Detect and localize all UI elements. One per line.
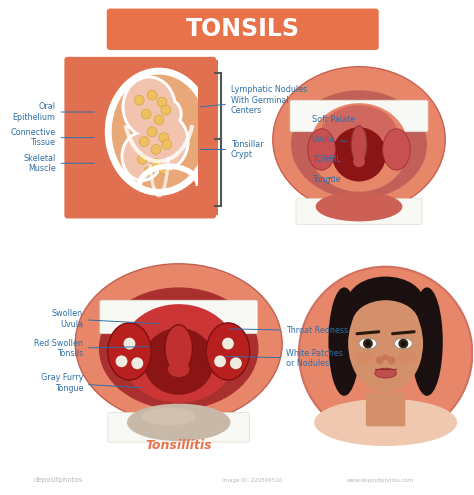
Ellipse shape bbox=[165, 325, 192, 372]
Circle shape bbox=[154, 115, 164, 125]
Circle shape bbox=[147, 91, 157, 100]
Circle shape bbox=[365, 341, 370, 346]
Ellipse shape bbox=[320, 105, 397, 164]
Circle shape bbox=[124, 338, 136, 349]
Ellipse shape bbox=[353, 155, 365, 167]
Text: Oral
Epithelium: Oral Epithelium bbox=[12, 102, 94, 122]
Circle shape bbox=[151, 145, 161, 154]
Ellipse shape bbox=[308, 129, 336, 170]
Text: White Patches
or Nodules: White Patches or Nodules bbox=[226, 348, 343, 368]
Circle shape bbox=[139, 137, 149, 147]
Ellipse shape bbox=[141, 115, 187, 168]
Circle shape bbox=[147, 127, 157, 137]
FancyBboxPatch shape bbox=[290, 100, 428, 132]
Text: Tonsillar
Crypt: Tonsillar Crypt bbox=[200, 140, 264, 159]
Text: Lymphatic Nodules
With Germinal
Centers: Lymphatic Nodules With Germinal Centers bbox=[200, 85, 307, 115]
Circle shape bbox=[162, 140, 172, 149]
Text: Throat Redness: Throat Redness bbox=[230, 326, 348, 335]
Ellipse shape bbox=[99, 288, 258, 409]
Text: Uvula: Uvula bbox=[312, 135, 346, 144]
FancyBboxPatch shape bbox=[366, 393, 405, 426]
FancyBboxPatch shape bbox=[100, 300, 257, 334]
Ellipse shape bbox=[125, 79, 174, 136]
Ellipse shape bbox=[143, 328, 214, 395]
Circle shape bbox=[299, 267, 472, 440]
Circle shape bbox=[161, 105, 171, 115]
Ellipse shape bbox=[206, 323, 250, 380]
Text: Skeletal
Muscle: Skeletal Muscle bbox=[23, 153, 94, 173]
Circle shape bbox=[134, 95, 144, 105]
Ellipse shape bbox=[168, 361, 190, 377]
Circle shape bbox=[401, 341, 406, 346]
Ellipse shape bbox=[273, 67, 445, 212]
Ellipse shape bbox=[394, 338, 412, 349]
Ellipse shape bbox=[314, 399, 457, 446]
Ellipse shape bbox=[310, 103, 408, 192]
Circle shape bbox=[388, 356, 395, 364]
Text: Tongue: Tongue bbox=[312, 175, 340, 184]
Circle shape bbox=[214, 355, 226, 367]
Ellipse shape bbox=[108, 323, 151, 380]
Ellipse shape bbox=[351, 126, 367, 163]
Circle shape bbox=[116, 355, 128, 367]
Ellipse shape bbox=[158, 101, 180, 127]
Text: Red Swollen
Tonsils: Red Swollen Tonsils bbox=[34, 339, 149, 358]
Circle shape bbox=[141, 109, 151, 119]
Ellipse shape bbox=[375, 368, 396, 378]
Ellipse shape bbox=[75, 264, 282, 423]
Ellipse shape bbox=[316, 192, 402, 221]
Circle shape bbox=[222, 338, 234, 349]
Ellipse shape bbox=[127, 404, 230, 441]
Ellipse shape bbox=[348, 295, 423, 393]
Text: Tonsillitis: Tonsillitis bbox=[146, 439, 212, 451]
Ellipse shape bbox=[121, 76, 177, 139]
Circle shape bbox=[157, 97, 167, 107]
Ellipse shape bbox=[142, 407, 196, 425]
Text: TONSIL: TONSIL bbox=[312, 155, 340, 164]
FancyBboxPatch shape bbox=[296, 198, 422, 224]
Circle shape bbox=[159, 164, 169, 174]
Circle shape bbox=[151, 158, 161, 168]
Circle shape bbox=[376, 356, 383, 364]
Text: Image ID: 220599516: Image ID: 220599516 bbox=[222, 479, 283, 484]
Ellipse shape bbox=[382, 354, 390, 360]
Text: Gray Furry
Tongue: Gray Furry Tongue bbox=[41, 373, 141, 393]
Ellipse shape bbox=[120, 304, 237, 403]
FancyBboxPatch shape bbox=[199, 60, 218, 215]
Ellipse shape bbox=[112, 75, 206, 189]
Circle shape bbox=[230, 357, 242, 369]
Ellipse shape bbox=[332, 127, 386, 182]
Ellipse shape bbox=[383, 129, 410, 170]
Ellipse shape bbox=[399, 351, 416, 363]
Circle shape bbox=[137, 154, 147, 164]
Ellipse shape bbox=[105, 68, 213, 196]
Ellipse shape bbox=[155, 98, 182, 130]
Ellipse shape bbox=[347, 277, 424, 328]
Ellipse shape bbox=[291, 91, 427, 198]
Text: Connective
Tissue: Connective Tissue bbox=[10, 128, 94, 148]
Ellipse shape bbox=[411, 288, 443, 396]
Text: TONSILS: TONSILS bbox=[186, 17, 300, 41]
Ellipse shape bbox=[138, 112, 190, 171]
FancyBboxPatch shape bbox=[107, 8, 379, 50]
Ellipse shape bbox=[355, 351, 373, 363]
Ellipse shape bbox=[124, 134, 161, 179]
Text: Swollen
Uvula: Swollen Uvula bbox=[52, 309, 159, 329]
Circle shape bbox=[159, 133, 169, 143]
Ellipse shape bbox=[328, 288, 360, 396]
Circle shape bbox=[399, 339, 408, 348]
Text: depositphotos: depositphotos bbox=[34, 478, 83, 484]
FancyBboxPatch shape bbox=[108, 412, 250, 442]
Text: Soft Palate: Soft Palate bbox=[312, 115, 355, 124]
Ellipse shape bbox=[359, 338, 377, 349]
Circle shape bbox=[144, 166, 154, 176]
FancyBboxPatch shape bbox=[64, 57, 216, 218]
Circle shape bbox=[131, 357, 143, 369]
Circle shape bbox=[363, 339, 373, 348]
Text: www.depositphotos.com: www.depositphotos.com bbox=[347, 479, 414, 484]
Ellipse shape bbox=[120, 131, 164, 182]
Ellipse shape bbox=[352, 300, 419, 347]
